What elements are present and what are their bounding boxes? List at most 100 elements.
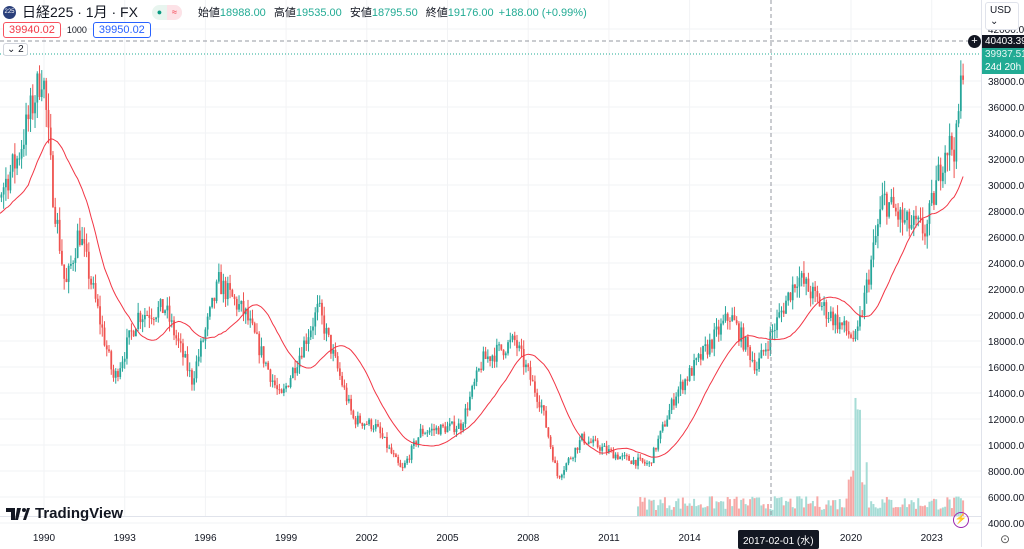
sell-button[interactable]: 39940.02 xyxy=(3,22,61,38)
add-alert-icon[interactable]: + xyxy=(968,35,981,48)
countdown-label: 24d 20h xyxy=(982,61,1024,74)
candle xyxy=(518,346,520,349)
candle xyxy=(758,358,760,369)
candle xyxy=(227,283,229,299)
lightning-icon[interactable]: ⚡ xyxy=(953,512,969,528)
candle xyxy=(86,244,88,252)
candle xyxy=(530,367,532,380)
candle xyxy=(769,331,771,350)
x-tick-label: 2005 xyxy=(436,533,459,544)
candle xyxy=(209,307,211,316)
currency-select[interactable]: USD ⌄ xyxy=(985,2,1019,30)
volume-bar xyxy=(832,500,834,516)
candle xyxy=(216,282,218,301)
candle xyxy=(426,432,428,433)
candle xyxy=(23,145,25,149)
candle xyxy=(944,153,946,173)
candle xyxy=(220,272,222,294)
volume-bar xyxy=(928,502,930,516)
volume-bar xyxy=(767,504,769,516)
candle xyxy=(772,331,774,332)
candle xyxy=(684,379,686,390)
candle xyxy=(162,299,164,313)
candle xyxy=(527,365,529,368)
quantity[interactable]: 1000 xyxy=(67,25,87,35)
candle xyxy=(695,358,697,360)
candle xyxy=(942,173,944,181)
candle xyxy=(435,428,437,431)
volume-bar xyxy=(814,506,816,516)
volume-bar xyxy=(946,497,948,516)
candle xyxy=(926,224,928,237)
candle xyxy=(285,386,287,389)
candle xyxy=(348,399,350,401)
candles xyxy=(0,60,964,480)
candle xyxy=(68,266,70,282)
candle xyxy=(590,442,592,443)
candle xyxy=(63,264,65,278)
volume-bar xyxy=(655,510,657,516)
symbol-title[interactable]: 日経225 · 1月 · FX xyxy=(22,2,138,22)
candle xyxy=(565,463,567,470)
candle xyxy=(749,347,751,360)
candle xyxy=(556,463,558,476)
candle xyxy=(902,210,904,223)
candle xyxy=(639,458,641,459)
candle xyxy=(837,315,839,330)
candle xyxy=(305,341,307,344)
candle xyxy=(482,351,484,369)
candle xyxy=(718,327,720,335)
candle xyxy=(756,369,758,370)
candle xyxy=(532,380,534,382)
settings-icon[interactable]: ⊙ xyxy=(1000,532,1010,546)
candle xyxy=(126,337,128,358)
candle xyxy=(899,210,901,220)
candle xyxy=(66,279,68,282)
candle xyxy=(805,279,807,284)
volume-bar xyxy=(924,505,926,516)
candle xyxy=(377,424,379,427)
volume-bar xyxy=(913,502,915,516)
candle xyxy=(366,424,368,425)
volume-bar xyxy=(872,504,874,516)
candle xyxy=(274,381,276,386)
volume-bar xyxy=(736,497,738,516)
candle xyxy=(662,424,664,430)
candle xyxy=(507,342,509,353)
buy-button[interactable]: 39950.02 xyxy=(93,22,151,38)
candle xyxy=(388,448,390,449)
candle xyxy=(290,378,292,387)
candle xyxy=(906,212,908,220)
chevron-down-icon: ⌄ xyxy=(7,44,15,55)
candle xyxy=(911,225,913,229)
candle xyxy=(825,302,827,318)
candle xyxy=(45,81,47,110)
candle xyxy=(231,290,233,297)
candle xyxy=(460,423,462,430)
candle xyxy=(541,405,543,407)
volume-bar xyxy=(794,508,796,516)
tradingview-logo[interactable]: TradingView xyxy=(6,505,123,522)
volume-bar xyxy=(816,496,818,516)
indicators-toggle[interactable]: ⌄ 2 xyxy=(3,43,28,56)
market-status[interactable]: ●≈ xyxy=(152,5,182,20)
candle xyxy=(308,337,310,344)
candle xyxy=(776,317,778,330)
y-tick-label: 36000.00 xyxy=(988,103,1024,114)
candle xyxy=(727,314,729,321)
volume-bar xyxy=(684,504,686,516)
candle xyxy=(222,281,224,294)
volume-bar xyxy=(805,496,807,516)
x-tick-label: 1990 xyxy=(33,533,56,544)
volume-bar xyxy=(772,510,774,516)
candle xyxy=(193,378,195,384)
candle xyxy=(704,344,706,346)
candle xyxy=(1,195,3,198)
candle xyxy=(509,340,511,343)
candle xyxy=(30,96,32,120)
candle xyxy=(568,458,570,463)
volume-bar xyxy=(881,499,883,516)
candle xyxy=(16,159,18,169)
candle xyxy=(830,312,832,318)
